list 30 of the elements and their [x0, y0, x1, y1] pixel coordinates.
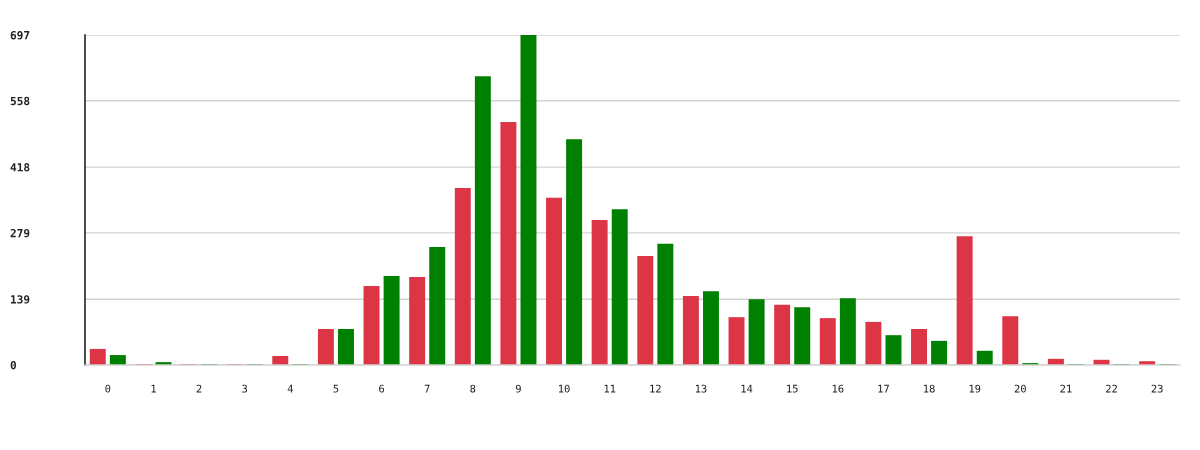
x-tick-label: 9: [515, 384, 521, 393]
x-tick-label: 1: [151, 384, 156, 393]
x-tick-label: 8: [470, 384, 476, 393]
x-tick-label: 3: [242, 384, 248, 393]
y-tick-label: 558: [10, 96, 30, 106]
x-tick-label: 11: [604, 384, 616, 393]
y-tick-label: 418: [10, 163, 30, 172]
x-tick-label: 21: [1060, 384, 1072, 393]
x-tick-label: 15: [787, 384, 798, 393]
x-tick-label: 18: [924, 384, 935, 393]
x-tick-label: 13: [695, 384, 707, 393]
x-tick-label: 19: [969, 384, 981, 393]
x-tick-label: 0: [105, 384, 111, 393]
x-tick-label: 17: [878, 384, 889, 393]
x-tick-label: 10: [559, 384, 570, 393]
x-tick-label: 12: [650, 384, 661, 393]
x-tick-label: 14: [741, 384, 753, 393]
x-tick-label: 2: [196, 384, 202, 393]
x-tick-label: 23: [1151, 384, 1163, 393]
y-tick-label: 0: [10, 360, 17, 370]
y-tick-label: 279: [10, 228, 30, 238]
x-tick-label: 16: [832, 384, 844, 393]
y-tick-label: 697: [10, 30, 30, 40]
y-tick-label: 139: [11, 295, 30, 304]
x-tick-label: 6: [379, 384, 385, 393]
x-tick-label: 7: [424, 384, 430, 393]
x-tick-label: 4: [287, 384, 293, 393]
x-tick-label: 22: [1106, 384, 1117, 393]
x-tick-label: 20: [1014, 384, 1026, 393]
x-tick-label: 5: [333, 384, 339, 393]
